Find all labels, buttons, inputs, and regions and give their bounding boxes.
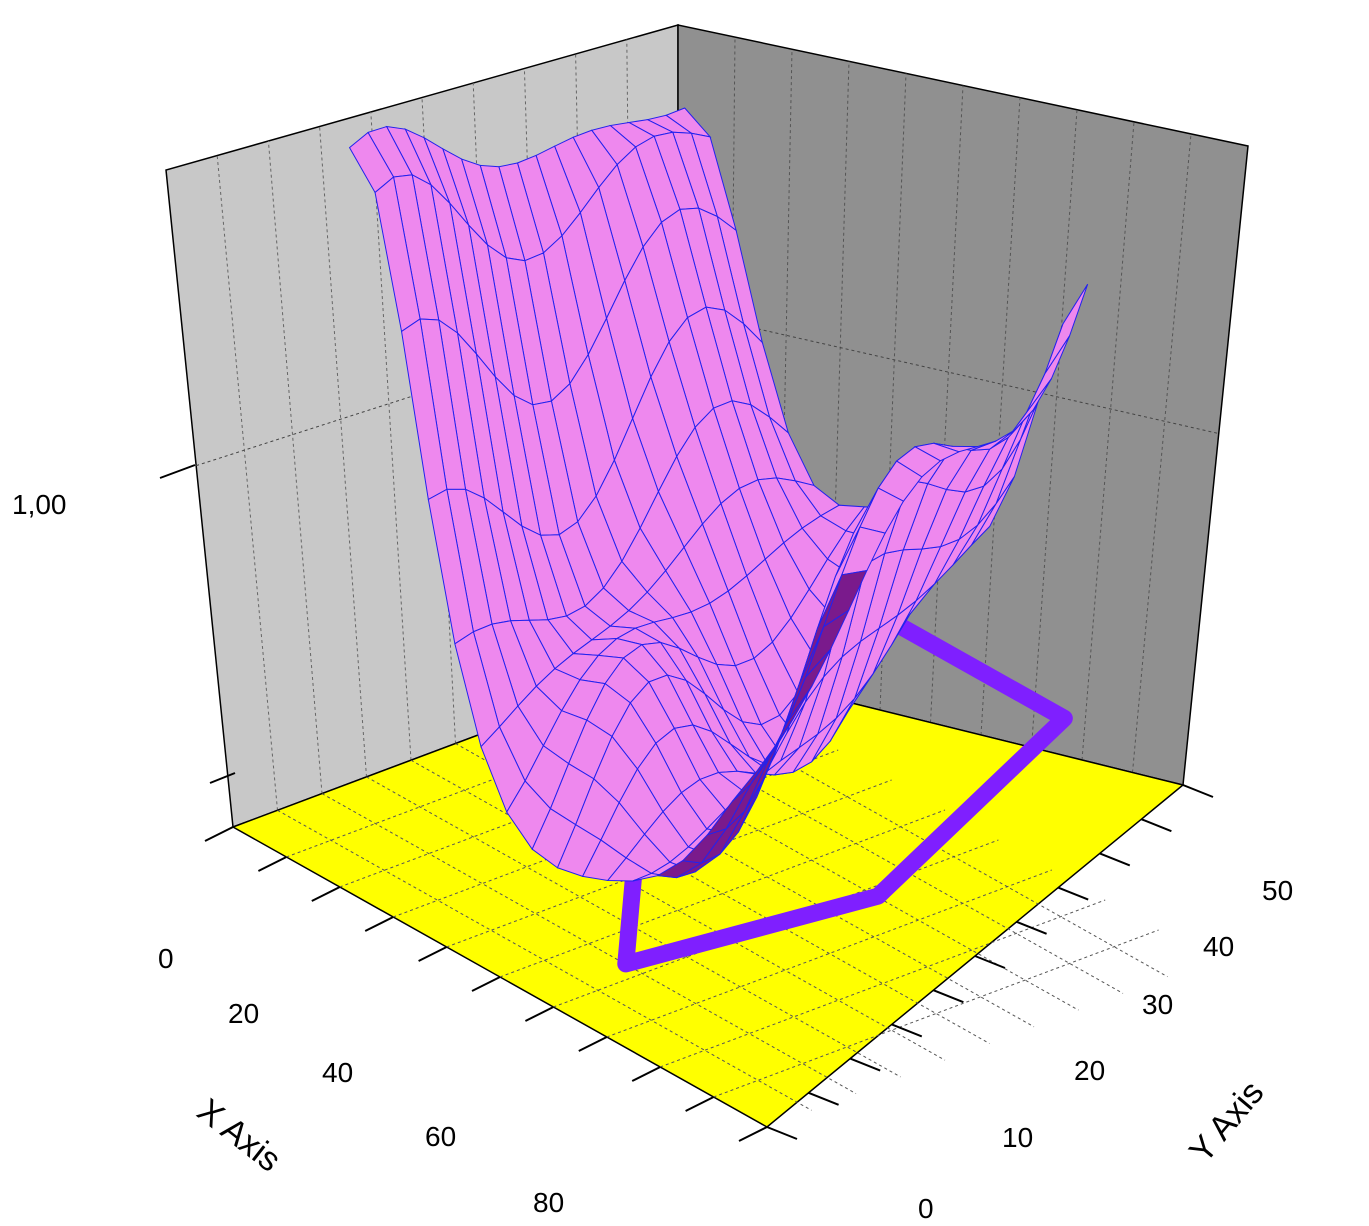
y-tick-mark [891,1023,923,1038]
x-tick-mark [578,1036,608,1052]
y-tick-label: 10 [1002,1122,1033,1153]
wall-gridline [930,85,964,723]
wall-gridlines [195,37,1219,811]
floor-gridline [553,839,999,1008]
surface-mesh [348,107,1089,882]
floor-gridline [499,809,946,978]
y-tick-mark [933,989,964,1004]
floor-gridline [446,779,892,948]
x-tick-mark [738,1126,768,1142]
y-tick-mark [808,1091,839,1106]
x-tick-mark [418,946,448,962]
x-tick-label: 40 [322,1057,353,1088]
x-tick-mark [631,1066,661,1082]
surface-cell [731,745,776,802]
y-tick-mark [849,1057,881,1072]
z-tick-label: 1,00 [12,489,67,520]
wall-gridline [319,126,367,777]
y-tick-label: 20 [1074,1055,1105,1086]
wall-gridline [1031,109,1078,748]
y-tick-label: 30 [1142,989,1173,1020]
floor-gridline [321,793,857,1095]
x-axis-title: X Axis [190,1091,288,1179]
wall-gridline [980,97,1021,736]
x-tick-mark [685,1096,715,1112]
floor-gridline [410,759,946,1061]
wall-gridline [879,73,907,711]
floor-gridline [713,929,1159,1098]
x-tick-label: 0 [158,943,174,974]
y-tick-mark [1057,886,1089,901]
y-tick-mark [1016,920,1047,935]
y-tick-mark [1099,852,1131,867]
y-tick-label: 40 [1203,931,1234,962]
x-tick-mark [204,826,234,842]
y-tick-label: 0 [918,1193,934,1224]
floor-gridline [277,809,812,1111]
wall-gridline [267,140,323,794]
y-tick-label: 50 [1262,875,1293,906]
wall-gridline [370,111,412,761]
wall-gridline [216,155,278,811]
y-tick-mark [1141,818,1172,833]
x-tick-label: 20 [228,998,259,1029]
y-tick-mark [766,1126,798,1140]
wall-gridline [778,49,793,686]
x-tick-mark [364,916,394,932]
wall-gridline [1081,121,1135,761]
z-tick-mark [159,464,196,479]
axis-ticks [204,784,1214,1142]
x-tick-mark [257,856,287,872]
z-tick-mark-lower [209,772,236,784]
x-tick-label: 80 [533,1187,564,1218]
x-tick-mark [524,1006,554,1022]
floor-gridline [606,869,1052,1038]
y-tick-mark [1182,784,1214,798]
y-tick-mark [974,955,1006,969]
y-axis-title: Y Axis [1182,1074,1271,1170]
wall-gridline [829,61,850,698]
wall-gridline [728,37,736,673]
x-tick-mark [471,976,501,992]
wall-gridline [1132,133,1192,773]
x-tick-label: 60 [425,1121,456,1152]
x-tick-mark [311,886,341,902]
